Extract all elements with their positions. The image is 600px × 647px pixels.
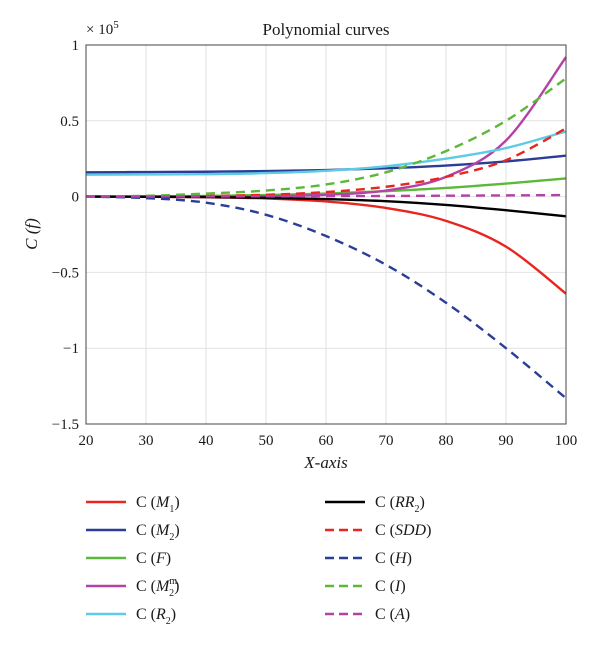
legend-label: C (M2): [136, 522, 180, 543]
x-axis-label: X-axis: [303, 453, 348, 472]
series-line-c-i: [85, 77, 567, 198]
x-tick-label: 70: [379, 433, 394, 449]
legend-label: C (F): [136, 550, 171, 567]
x-ticks: 20 30 40 50 60 70 80 90 100: [79, 433, 578, 449]
legend-label: C (H): [375, 550, 412, 567]
legend-label: C (Mm 2): [136, 576, 179, 599]
legend: C (M1) C (M2) C (F) C (Mm 2) C (R2) C (RR2) C (…: [86, 494, 431, 627]
y-tick-label: −1.5: [52, 417, 79, 433]
y-tick-label: 0.5: [60, 114, 79, 130]
chart-title: Polynomial curves: [262, 20, 389, 39]
legend-label: C (RR2): [375, 494, 425, 515]
legend-label: C (I): [375, 578, 406, 595]
grid: [85, 44, 567, 425]
y-axis-label: C (f): [22, 218, 41, 250]
legend-label: C (R2): [136, 606, 176, 627]
legend-label: C (M1): [136, 494, 180, 515]
y-ticks: −1.5 −1 −0.5 0 0.5 1: [52, 38, 79, 433]
y-tick-label: −1: [63, 341, 79, 357]
x-tick-label: 50: [259, 433, 274, 449]
series-line-c-h: [85, 195, 567, 400]
y-tick-label: 1: [72, 38, 80, 54]
x-tick-label: 100: [555, 433, 578, 449]
x-tick-label: 90: [499, 433, 514, 449]
plot-frame: [85, 44, 567, 425]
x-tick-label: 20: [79, 433, 94, 449]
legend-label: C (SDD): [375, 522, 431, 539]
series-lines: [85, 56, 567, 400]
x-tick-label: 30: [139, 433, 154, 449]
x-tick-label: 80: [439, 433, 454, 449]
y-tick-label: 0: [72, 190, 80, 206]
legend-label: C (A): [375, 606, 410, 623]
series-line-c-r2: [85, 130, 567, 176]
y-multiplier-exponent: 5: [113, 19, 119, 31]
y-multiplier: × 105: [86, 19, 119, 38]
x-tick-label: 60: [319, 433, 334, 449]
y-multiplier-base: × 10: [86, 22, 113, 38]
y-tick-label: −0.5: [52, 265, 79, 281]
x-tick-label: 40: [199, 433, 214, 449]
series-line-c-a: [85, 193, 567, 198]
